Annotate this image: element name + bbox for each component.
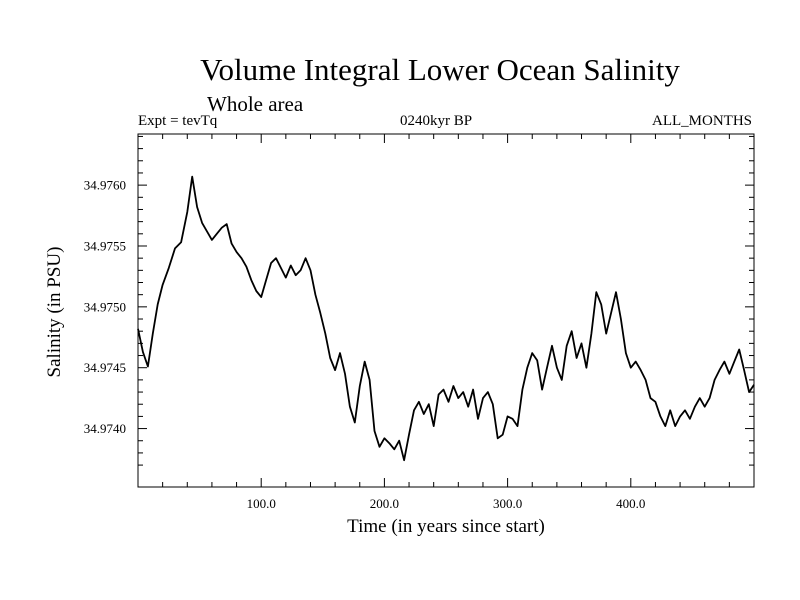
chart-subtitle: Whole area	[207, 92, 304, 116]
axes-group: 100.0 200.0 300.0 400.0 34.9740 34.9745 34.975…	[84, 133, 755, 511]
y-tick-label: 34.9745	[84, 360, 126, 375]
y-axis-label: Salinity (in PSU)	[44, 247, 65, 378]
y-tick-label: 34.9755	[84, 238, 126, 253]
plot-frame	[137, 133, 755, 488]
period-label: 0240kyr BP	[400, 113, 473, 129]
experiment-label: Expt = tevTq	[138, 113, 218, 129]
x-axis-label: Time (in years since start)	[347, 516, 545, 537]
salinity-series-line	[137, 175, 755, 462]
x-tick-label: 400.0	[616, 496, 645, 511]
x-tick-label: 200.0	[370, 496, 399, 511]
months-label: ALL_MONTHS	[652, 113, 752, 129]
y-tick-label: 34.9740	[84, 421, 126, 436]
y-tick-label: 34.9760	[84, 178, 126, 193]
x-tick-label: 300.0	[493, 496, 522, 511]
chart-title: Volume Integral Lower Ocean Salinity	[200, 52, 680, 87]
x-tick-label: 100.0	[247, 496, 276, 511]
y-tick-label: 34.9750	[84, 299, 126, 314]
